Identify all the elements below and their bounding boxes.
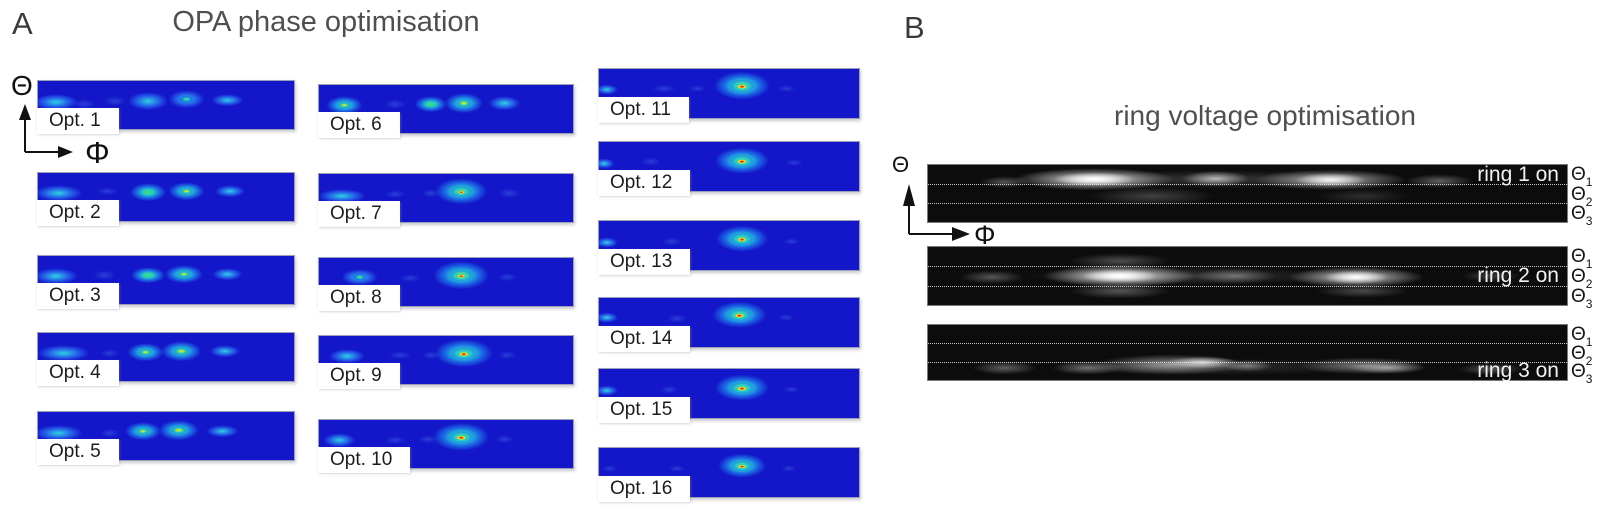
heatmap-opt-9: Opt. 9 [318,335,574,389]
subplot-label: Opt. 12 [598,170,691,196]
heatmap-opt-4: Opt. 4 [37,332,295,386]
subplot-label: Opt. 14 [598,326,691,352]
heatmap-opt-3: Opt. 3 [37,255,295,309]
heatmap-opt-6: Opt. 6 [318,84,574,138]
subplot-label: Opt. 3 [37,283,119,309]
ring-state-label: ring 2 on [1477,264,1559,287]
theta-divider-line [928,203,1567,204]
theta-divider-line [928,362,1567,363]
subplot-label: Opt. 8 [318,285,400,311]
panel-b-letter: B [904,10,925,45]
subplot-label: Opt. 11 [598,97,689,123]
theta-row-label: Θ3 [1571,361,1593,386]
panel-a-axis-arrows: Θ Φ [11,70,110,170]
subplot-label: Opt. 4 [37,360,119,386]
phi-axis-label: Φ [974,220,996,250]
strip-ring-1-on: ring 1 on Θ1 Θ2 Θ3 [927,163,1592,228]
heatmap-opt-1: Opt. 1 [37,80,295,134]
panel-a-title: OPA phase optimisation [172,6,480,38]
theta-divider-line [928,266,1567,267]
panel-b-axis-arrows: Θ Φ [892,152,996,250]
theta-axis-label: Θ [892,152,909,177]
theta-row-label: Θ2 [1571,266,1593,291]
subplot-label: Opt. 10 [318,447,411,473]
theta-row-label: Θ1 [1571,164,1593,189]
theta-axis-label: Θ [11,70,33,101]
heatmap-opt-14: Opt. 14 [598,297,860,352]
heatmap-opt-8: Opt. 8 [318,257,574,311]
subplot-label: Opt. 16 [598,476,691,502]
ring-state-label: ring 3 on [1477,359,1559,382]
strip-ring-3-on: ring 3 on Θ1 Θ2 Θ3 [927,324,1592,386]
theta-row-label: Θ1 [1571,246,1593,271]
theta-divider-line [928,286,1567,287]
heatmap-opt-5: Opt. 5 [37,411,295,465]
strip-ring-2-on: ring 2 on Θ1 Θ2 Θ3 [927,246,1592,311]
heatmap-opt-16: Opt. 16 [598,447,860,502]
subplot-label: Opt. 15 [598,397,691,423]
ring-state-label: ring 1 on [1477,163,1559,186]
subplot-label: Opt. 9 [318,363,400,389]
theta-divider-line [928,184,1567,185]
heatmap-opt-7: Opt. 7 [318,173,574,227]
heatmap-opt-10: Opt. 10 [318,419,574,473]
theta-row-label: Θ3 [1571,203,1593,228]
subplot-label: Opt. 5 [37,439,119,465]
theta-row-label: Θ1 [1571,324,1593,349]
subplot-label: Opt. 7 [318,201,400,227]
subplot-label: Opt. 6 [318,112,400,138]
phi-axis-label: Φ [85,135,110,170]
heatmap-opt-15: Opt. 15 [598,368,860,423]
heatmap-opt-13: Opt. 13 [598,220,860,275]
subplot-label: Opt. 2 [37,200,119,226]
heatmap-opt-12: Opt. 12 [598,141,860,196]
subplot-label: Opt. 13 [598,249,691,275]
theta-row-label: Θ2 [1571,184,1593,209]
heatmap-opt-11: Opt. 11 [598,68,860,123]
theta-row-label: Θ2 [1571,343,1593,368]
theta-divider-line [928,343,1567,344]
panel-b-title: ring voltage optimisation [1114,100,1416,131]
panel-a-letter: A [12,6,33,41]
heatmap-opt-2: Opt. 2 [37,172,295,226]
theta-row-label: Θ3 [1571,286,1593,311]
subplot-label: Opt. 1 [37,108,119,134]
